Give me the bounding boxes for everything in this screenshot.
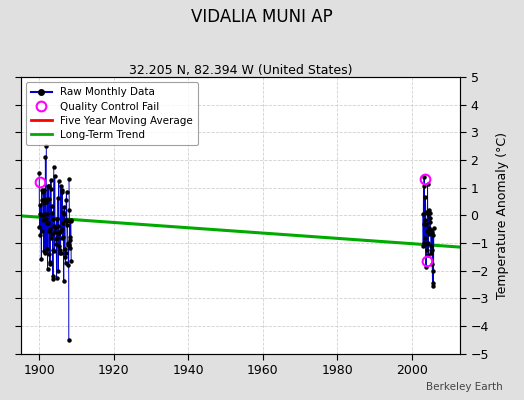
Y-axis label: Temperature Anomaly (°C): Temperature Anomaly (°C)	[496, 132, 509, 299]
Legend: Raw Monthly Data, Quality Control Fail, Five Year Moving Average, Long-Term Tren: Raw Monthly Data, Quality Control Fail, …	[26, 82, 198, 145]
Text: Berkeley Earth: Berkeley Earth	[427, 382, 503, 392]
Text: VIDALIA MUNI AP: VIDALIA MUNI AP	[191, 8, 333, 26]
Title: 32.205 N, 82.394 W (United States): 32.205 N, 82.394 W (United States)	[128, 64, 352, 77]
